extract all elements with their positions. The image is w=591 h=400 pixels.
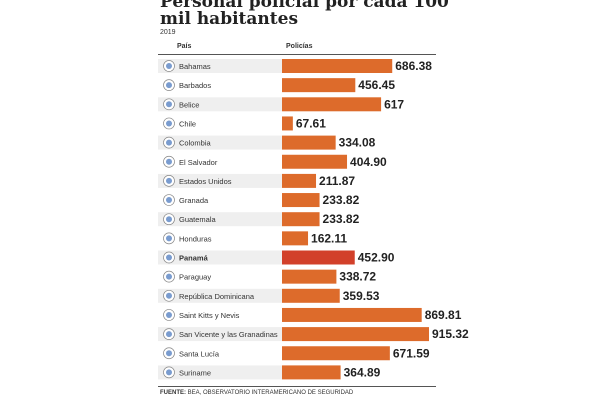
country-label: Bahamas [179,62,211,71]
value-label: 456.45 [358,78,395,92]
country-label: Santa Lucía [179,349,220,358]
flag-icon-fill [166,254,172,261]
flag-icon-fill [166,331,172,338]
value-label: 334.08 [339,136,376,150]
bar [282,307,422,322]
country-label: Guatemala [179,215,217,224]
chart-title: Personal policial por cada 100 mil habit… [160,0,449,29]
chart-subtitle: 2019 [160,29,176,36]
country-label: El Salvador [179,158,218,167]
value-label: 869.81 [425,308,462,322]
country-label: Paraguay [179,273,211,282]
source-label: FUENTE: [160,390,186,396]
flag-icon-fill [166,273,172,280]
bar [282,288,340,303]
flag-icon-fill [166,197,172,204]
country-label: Colombia [179,139,212,148]
flag-icon-fill [166,120,172,127]
country-column-header: País [177,43,192,50]
country-label: Saint Kitts y Nevis [179,311,240,320]
value-label: 67.61 [296,116,326,130]
country-label: San Vicente y las Granadinas [179,330,278,339]
country-label: Suriname [179,368,211,377]
value-label: 233.82 [323,193,360,207]
flag-icon-fill [166,350,172,357]
value-label: 686.38 [395,59,432,73]
flag-icon-fill [166,369,172,376]
bar [282,212,320,227]
bar [282,365,341,380]
bar [282,78,356,93]
flag-icon-fill [166,158,172,165]
row-stripe [158,173,282,188]
country-label: Panamá [179,254,209,263]
value-label: 338.72 [339,270,376,284]
country-label: Chile [179,119,196,128]
bar [282,269,337,284]
bar [282,346,390,361]
value-label: 404.90 [350,155,387,169]
source-note: FUENTE: BEA, OBSERVATORIO INTERAMERICANO… [160,390,353,396]
flag-icon-fill [166,292,172,299]
row-stripe [158,288,282,303]
row-stripe [158,59,282,73]
country-label: Barbados [179,81,211,90]
source-text: BEA, OBSERVATORIO INTERAMERICANO DE SEGU… [187,390,354,396]
value-label: 617 [384,97,404,111]
value-label: 162.11 [311,231,347,245]
flag-icon-fill [166,82,172,89]
row-stripe [158,327,282,342]
flag-icon-fill [166,101,172,108]
value-label: 233.82 [323,212,360,226]
bar [282,135,336,150]
value-label: 211.87 [319,174,355,188]
bar [282,59,393,73]
value-label: 452.90 [358,251,395,265]
flag-icon-fill [166,235,172,242]
row-stripe [158,365,282,380]
value-label: 364.89 [344,365,381,379]
bar [282,116,293,131]
value-label: 671.59 [393,346,430,360]
bar [282,231,309,246]
flag-icon-fill [166,311,172,318]
bar [282,97,382,112]
bar [282,154,348,169]
bar [282,250,355,265]
country-label: Granada [179,196,209,205]
row-stripe [158,135,282,150]
row-stripe [158,250,282,265]
flag-icon-fill [166,63,172,69]
country-label: Belice [179,100,199,109]
country-label: Honduras [179,234,212,243]
footer-rule [158,386,436,387]
row-stripe [158,97,282,112]
country-label: República Dominicana [179,292,255,301]
value-label: 915.32 [432,327,469,341]
police-column-header: Policías [286,43,313,50]
bar [282,173,317,188]
flag-icon-fill [166,216,172,223]
country-label: Estados Unidos [179,177,232,186]
bar [282,327,429,342]
row-stripe [158,212,282,227]
value-label: 359.53 [343,289,380,303]
flag-icon-fill [166,139,172,146]
flag-icon-fill [166,177,172,184]
header-rule [158,54,436,55]
bar [282,193,320,208]
